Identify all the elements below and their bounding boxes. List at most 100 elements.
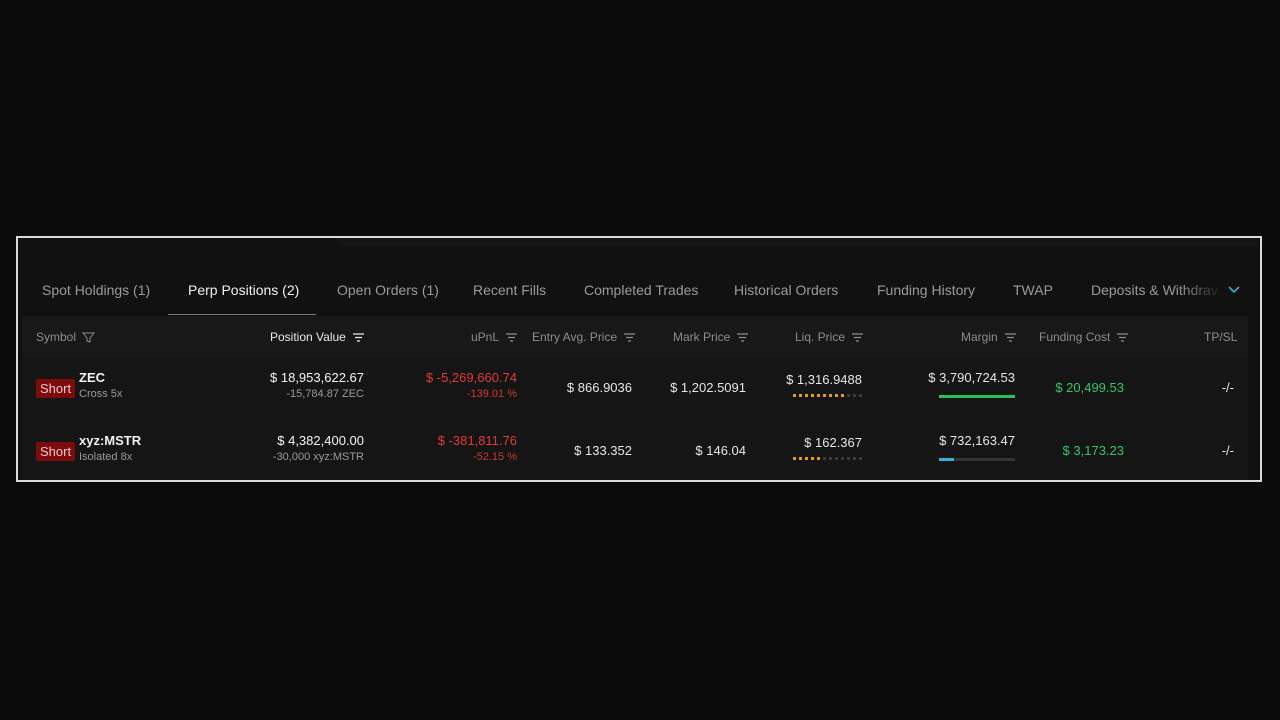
col-mark-price[interactable]: Mark Price [673, 330, 749, 344]
entry-price: $ 133.352 [574, 443, 632, 458]
tab-completed-trades[interactable]: Completed Trades [584, 282, 699, 298]
risk-dot [841, 457, 844, 460]
col-funding-cost-label: Funding Cost [1039, 330, 1111, 344]
tab-funding-history[interactable]: Funding History [877, 282, 976, 298]
col-position-value[interactable]: Position Value [270, 330, 365, 344]
symbol-name[interactable]: ZEC [79, 370, 105, 385]
liq-risk-indicator [793, 394, 862, 397]
col-liq-price-label: Liq. Price [795, 330, 846, 344]
col-entry-price-label: Entry Avg. Price [532, 330, 618, 344]
tpsl-value[interactable]: -/- [1221, 443, 1234, 458]
risk-dot [823, 394, 826, 397]
risk-dot [859, 394, 862, 397]
upnl-percent: -139.01 % [466, 388, 517, 400]
table-header: Symbol Position Value uPnL Entry Avg. Pr… [22, 316, 1248, 358]
sort-icon[interactable] [1004, 332, 1017, 343]
upnl-percent: -52.15 % [472, 451, 517, 463]
col-mark-price-label: Mark Price [673, 330, 731, 344]
sort-icon[interactable] [851, 332, 864, 343]
risk-dot [811, 394, 814, 397]
symbol-name[interactable]: xyz:MSTR [79, 433, 142, 448]
leverage-label: Cross 5x [79, 388, 123, 400]
col-margin[interactable]: Margin [961, 330, 1017, 344]
upnl-value: $ -381,811.76 [437, 433, 517, 448]
risk-dot [835, 457, 838, 460]
risk-dot [841, 394, 844, 397]
risk-dot [829, 457, 832, 460]
tabs-fade [1178, 270, 1224, 316]
risk-dot [835, 394, 838, 397]
position-value: $ 18,953,622.67 [270, 370, 364, 385]
liq-risk-indicator [793, 457, 862, 460]
tab-twap[interactable]: TWAP [1013, 282, 1053, 298]
tab-recent-fills[interactable]: Recent Fills [473, 282, 547, 298]
risk-dot [817, 394, 820, 397]
positions-table: Symbol Position Value uPnL Entry Avg. Pr… [22, 316, 1248, 480]
risk-dot [847, 457, 850, 460]
col-upnl[interactable]: uPnL [471, 330, 518, 344]
positions-panel: Spot Holdings (1) Perp Positions (2) Ope… [16, 236, 1262, 482]
risk-dot [853, 457, 856, 460]
tab-historical-orders[interactable]: Historical Orders [734, 282, 839, 298]
filter-icon[interactable] [82, 332, 96, 343]
position-size: -30,000 xyz:MSTR [272, 451, 364, 463]
sort-icon[interactable] [1116, 332, 1129, 343]
mark-price: $ 146.04 [695, 443, 746, 458]
col-upnl-label: uPnL [471, 330, 500, 344]
upnl-value: $ -5,269,660.74 [425, 370, 517, 385]
sort-icon[interactable] [736, 332, 749, 343]
top-strip [338, 238, 1258, 246]
col-margin-label: Margin [961, 330, 998, 344]
col-tpsl-label: TP/SL [1204, 330, 1238, 344]
liq-price: $ 162.367 [804, 435, 862, 450]
leverage-label: Isolated 8x [79, 451, 133, 463]
margin-value: $ 732,163.47 [939, 433, 1015, 448]
tpsl-value[interactable]: -/- [1221, 380, 1234, 395]
margin-value: $ 3,790,724.53 [928, 370, 1015, 385]
col-tpsl[interactable]: TP/SL [1204, 330, 1237, 344]
risk-dot [805, 457, 808, 460]
col-entry-price[interactable]: Entry Avg. Price [532, 330, 636, 344]
side-badge: Short [36, 442, 76, 461]
col-position-value-label: Position Value [270, 330, 346, 344]
risk-dot [793, 394, 796, 397]
col-symbol-label: Symbol [36, 330, 77, 344]
sort-icon[interactable] [352, 332, 365, 343]
risk-dot [847, 394, 850, 397]
risk-dot [805, 394, 808, 397]
margin-bar [939, 458, 1015, 461]
table-row[interactable]: Short xyz:MSTR Isolated 8x $ 4,382,400.0… [22, 420, 1248, 480]
liq-price: $ 1,316.9488 [786, 372, 862, 387]
side-badge: Short [36, 379, 76, 398]
col-funding-cost[interactable]: Funding Cost [1039, 330, 1129, 344]
risk-dot [859, 457, 862, 460]
risk-dot [853, 394, 856, 397]
risk-dot [811, 457, 814, 460]
sort-icon[interactable] [623, 332, 636, 343]
tab-open-orders[interactable]: Open Orders (1) [337, 282, 439, 298]
mark-price: $ 1,202.5091 [670, 380, 746, 395]
risk-dot [817, 457, 820, 460]
table-row[interactable]: Short ZEC Cross 5x $ 18,953,622.67 -15,7… [22, 358, 1248, 420]
tab-spot-holdings[interactable]: Spot Holdings (1) [42, 282, 151, 298]
risk-dot [823, 457, 826, 460]
risk-dot [829, 394, 832, 397]
tab-perp-positions[interactable]: Perp Positions (2) [188, 282, 300, 298]
funding-cost: $ 20,499.53 [1055, 380, 1124, 395]
chevron-down-icon[interactable] [1226, 282, 1242, 298]
margin-bar [939, 395, 1015, 398]
margin-bar-fill [939, 395, 1015, 398]
col-symbol[interactable]: Symbol [36, 330, 96, 344]
active-tab-underline [168, 314, 316, 315]
position-value: $ 4,382,400.00 [277, 433, 364, 448]
entry-price: $ 866.9036 [566, 380, 632, 395]
risk-dot [799, 394, 802, 397]
sort-icon[interactable] [505, 332, 518, 343]
funding-cost: $ 3,173.23 [1062, 443, 1124, 458]
margin-bar-fill [939, 458, 955, 461]
col-liq-price[interactable]: Liq. Price [795, 330, 864, 344]
position-size: -15,784.87 ZEC [286, 388, 364, 400]
tab-bar: Spot Holdings (1) Perp Positions (2) Ope… [18, 270, 1260, 316]
risk-dot [793, 457, 796, 460]
risk-dot [799, 457, 802, 460]
